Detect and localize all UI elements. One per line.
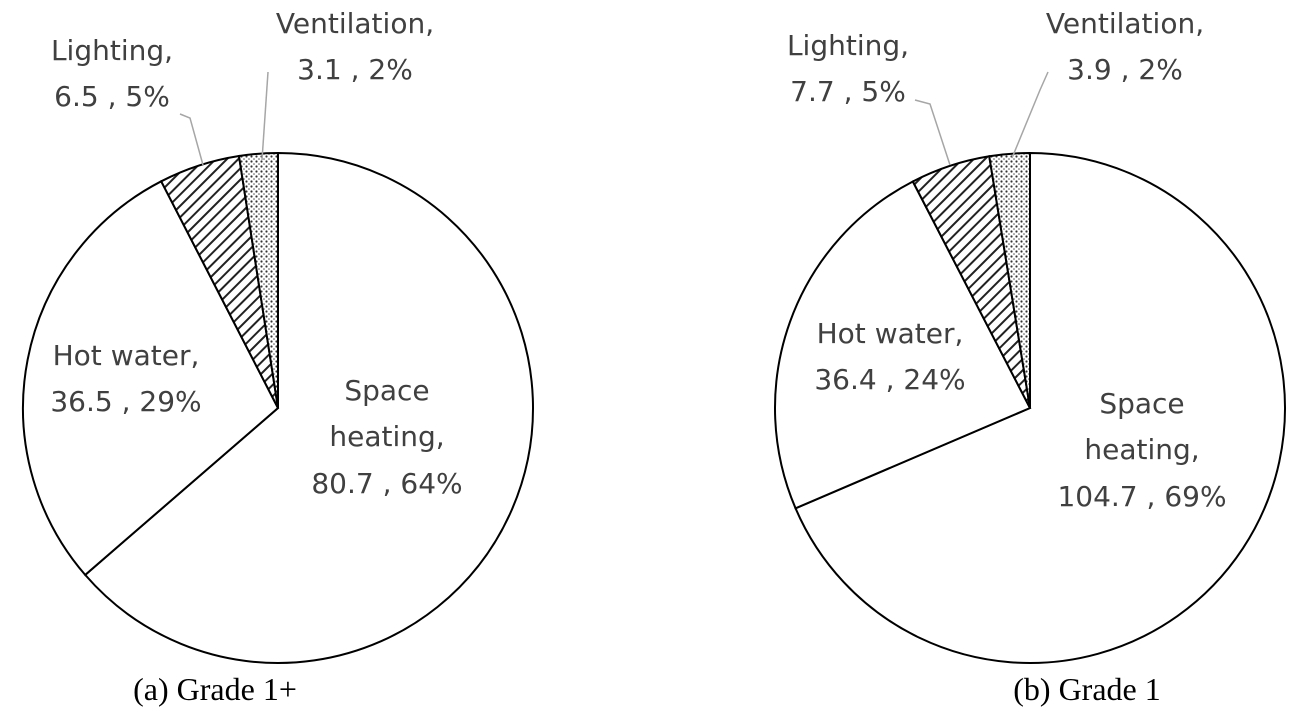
pie-slice	[22, 179, 280, 577]
leader-line	[914, 99, 951, 166]
leader-line	[179, 113, 204, 166]
slice-label: Lighting,	[51, 34, 173, 67]
slice-label: Ventilation,	[276, 7, 434, 40]
slice-label: Hot water,	[53, 339, 200, 372]
pie-slice	[988, 151, 1031, 409]
slice-value-label: 3.9 , 2%	[1067, 53, 1183, 86]
slice-value-label: 104.7 , 69%	[1057, 480, 1226, 513]
slice-value-label: 3.1 , 2%	[297, 53, 413, 86]
chart-caption: (b) Grade 1	[1013, 671, 1160, 707]
pie-slice	[774, 180, 1032, 510]
chart-caption: (a) Grade 1+	[133, 671, 297, 707]
slice-value-label: 36.5 , 29%	[50, 385, 201, 418]
slice-value-label: 36.4 , 24%	[814, 363, 965, 396]
leader-line	[261, 71, 269, 161]
slice-label: Lighting,	[787, 29, 909, 62]
pie-slice	[237, 151, 279, 409]
slice-value-label: 7.7 , 5%	[790, 75, 906, 108]
slice-value-label: 6.5 , 5%	[54, 80, 170, 113]
leader-line	[1011, 71, 1049, 159]
pie-slice	[794, 151, 1286, 664]
slice-label: Ventilation,	[1046, 7, 1204, 40]
slice-label: Hot water,	[817, 317, 964, 350]
slice-value-label: 80.7 , 64%	[311, 467, 462, 500]
slice-label: Space heating,	[329, 374, 444, 453]
slice-label: Space heating,	[1084, 387, 1199, 466]
pie-slice	[83, 151, 534, 664]
